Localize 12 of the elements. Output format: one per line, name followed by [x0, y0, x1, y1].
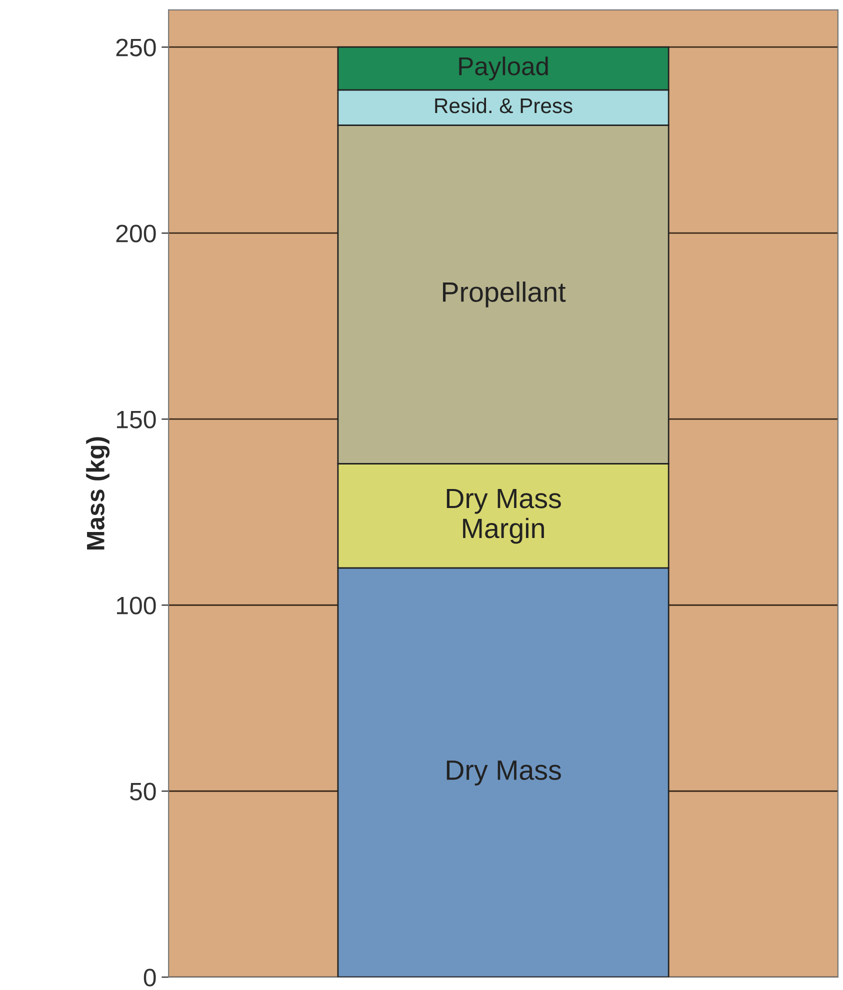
y-tick-label: 200: [116, 224, 156, 242]
y-tick-label: 50: [130, 782, 156, 800]
series-label: Dry Mass Margin: [446, 488, 561, 544]
y-tick-label: 100: [116, 596, 156, 614]
y-tick-label: 250: [116, 38, 156, 56]
series-label: Dry Mass: [446, 760, 561, 786]
y-tick-label: 150: [116, 410, 156, 428]
series-label: Resid. & Press: [435, 98, 572, 114]
y-axis-title: Mass (kg): [86, 437, 110, 550]
series-label: Propellant: [443, 282, 566, 308]
series-label: Payload: [459, 56, 548, 80]
y-tick-label: 0: [144, 968, 156, 986]
